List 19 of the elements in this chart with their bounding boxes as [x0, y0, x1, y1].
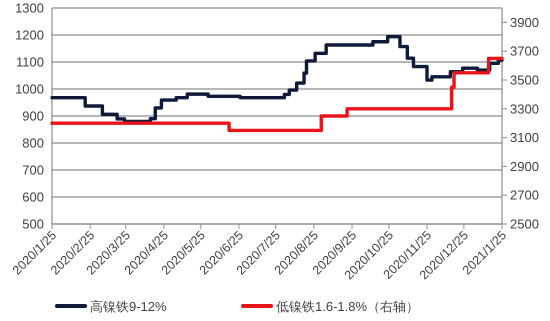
y-tick-label: 1100	[16, 54, 44, 70]
y2-tick-label: 2500	[510, 216, 539, 232]
y-tick-label: 700	[22, 162, 44, 178]
y2-tick-label: 3900	[510, 14, 539, 30]
y-tick-label: 600	[22, 190, 44, 204]
y2-tick-label: 3100	[510, 130, 539, 146]
y2-tick-label: 2700	[510, 188, 539, 203]
y-tick-label: 800	[22, 136, 44, 150]
y-tick-label: 500	[22, 216, 44, 232]
y2-tick-label: 3700	[510, 44, 539, 59]
y2-tick-label: 3300	[510, 101, 539, 116]
legend-label: 低镍铁1.6-1.8%（右轴）	[276, 299, 420, 314]
y-tick-label: 1000	[15, 82, 44, 96]
y-tick-label: 900	[22, 108, 44, 124]
y2-tick-label: 3500	[510, 72, 539, 88]
legend-label: 高镍铁9-12%	[90, 299, 168, 314]
y-tick-label: 1200	[15, 28, 44, 42]
y-tick-label: 1300	[15, 0, 44, 16]
y2-tick-label: 2900	[510, 158, 539, 174]
